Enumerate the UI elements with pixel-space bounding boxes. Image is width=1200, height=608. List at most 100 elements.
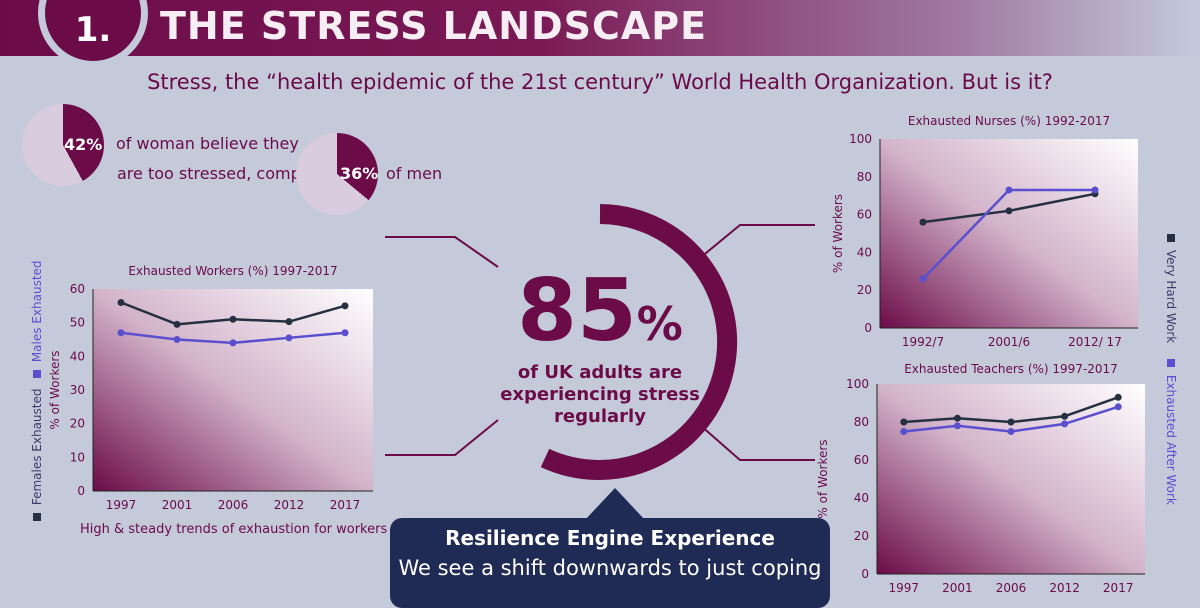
women-pie-icon <box>22 104 104 186</box>
y-tick-label: 100 <box>846 377 869 391</box>
data-point <box>1061 412 1069 420</box>
headline-text: of UK adults are experiencing stress reg… <box>470 362 730 428</box>
x-tick-label: 2017 <box>1103 581 1134 595</box>
legend-swatch-very-hard <box>1167 234 1175 242</box>
x-tick-label: 2001 <box>162 498 193 512</box>
y-tick-label: 40 <box>854 491 869 505</box>
x-tick-label: 2012 <box>274 498 305 512</box>
x-tick-label: 2012/ 17 <box>1068 335 1122 349</box>
data-point <box>1061 420 1069 428</box>
data-point <box>117 298 125 306</box>
data-point <box>1007 428 1015 435</box>
data-point <box>1005 186 1013 194</box>
data-point <box>285 334 293 342</box>
workers-chart: Exhausted Workers (%) 1997-2017 0 10 20 30 40… <box>48 264 373 512</box>
x-tick-label: 1992/7 <box>902 335 944 349</box>
headline-number: 85% <box>470 268 730 367</box>
data-point <box>229 339 237 347</box>
y-tick-label: 0 <box>864 321 872 335</box>
data-point <box>919 275 927 283</box>
men-percent: 36% <box>340 164 379 183</box>
chart-title: Exhausted Workers (%) 1997-2017 <box>128 264 337 278</box>
y-tick-label: 30 <box>70 383 85 397</box>
men-pie-icon <box>296 133 378 215</box>
data-point <box>341 329 349 337</box>
legend-males: Males Exhausted <box>30 260 44 382</box>
y-tick-label: 80 <box>854 415 869 429</box>
data-point <box>229 315 237 323</box>
headline-unit: % <box>636 297 683 351</box>
legend-swatch-males <box>33 370 41 378</box>
y-tick-label: 10 <box>70 450 85 464</box>
info-box: Resilience Engine Experience We see a sh… <box>390 518 830 608</box>
headline-line2: experiencing stress <box>500 384 700 405</box>
legend-males-label: Males Exhausted <box>30 260 44 363</box>
legend-very-hard: Very Hard Work <box>1164 230 1178 350</box>
data-point <box>1007 418 1015 426</box>
y-axis-label: % of Workers <box>48 350 62 429</box>
x-tick-label: 2001/6 <box>988 335 1030 349</box>
data-point <box>1114 393 1122 401</box>
y-tick-label: 80 <box>857 170 872 184</box>
y-axis-label: % of Workers <box>816 439 830 518</box>
y-tick-label: 40 <box>70 349 85 363</box>
x-tick-label: 1997 <box>106 498 137 512</box>
info-box-pointer <box>585 488 645 520</box>
data-point <box>117 329 125 337</box>
data-point <box>900 418 908 426</box>
chart-title: Exhausted Nurses (%) 1992-2017 <box>908 114 1110 128</box>
y-tick-label: 20 <box>857 283 872 297</box>
legend-females-label: Females Exhausted <box>30 388 44 506</box>
x-tick-label: 2012 <box>1049 581 1080 595</box>
x-tick-label: 1997 <box>889 581 920 595</box>
data-point <box>285 318 293 326</box>
y-tick-label: 50 <box>70 316 85 330</box>
info-box-body: We see a shift downwards to just coping <box>398 556 822 580</box>
plot-area <box>880 139 1138 328</box>
info-box-title: Resilience Engine Experience <box>445 526 775 550</box>
headline-line3: regularly <box>554 406 646 427</box>
y-tick-label: 100 <box>849 132 872 146</box>
x-tick-label: 2017 <box>330 498 361 512</box>
data-point <box>953 422 961 430</box>
y-tick-label: 60 <box>854 453 869 467</box>
subtitle: Stress, the “health epidemic of the 21st… <box>147 70 1053 94</box>
data-point <box>1091 186 1099 194</box>
y-tick-label: 40 <box>857 245 872 259</box>
y-tick-label: 20 <box>854 529 869 543</box>
data-point <box>341 302 349 310</box>
legend-females: Females Exhausted <box>30 389 44 525</box>
data-point <box>173 336 181 343</box>
data-point <box>919 218 927 226</box>
legend-swatch-females <box>33 513 41 521</box>
y-tick-label: 0 <box>861 567 869 581</box>
y-tick-label: 20 <box>70 417 85 431</box>
data-point <box>900 428 908 435</box>
x-tick-label: 2006 <box>218 498 249 512</box>
chart-caption: High & steady trends of exhaustion for w… <box>80 522 388 537</box>
data-point <box>1005 207 1013 215</box>
stress-ring <box>540 204 738 480</box>
y-tick-label: 0 <box>77 484 85 498</box>
women-percent: 42% <box>64 135 103 154</box>
plot-area <box>877 384 1145 574</box>
y-tick-label: 60 <box>857 208 872 222</box>
women-text: of woman believe they <box>116 134 299 153</box>
chart-title: Exhausted Teachers (%) 1997-2017 <box>904 362 1118 376</box>
x-tick-label: 2006 <box>996 581 1027 595</box>
legend-after-work-label: Exhausted After Work <box>1164 374 1178 505</box>
page-title: THE STRESS LANDSCAPE <box>160 4 708 48</box>
data-point <box>173 320 181 328</box>
x-tick-label: 2001 <box>942 581 973 595</box>
header-banner <box>0 0 1200 56</box>
data-point <box>1114 403 1122 411</box>
headline-value: 85 <box>517 261 637 361</box>
nurses-chart: Exhausted Nurses (%) 1992-2017 0 20 40 60 80 1… <box>831 114 1138 349</box>
y-tick-label: 60 <box>70 282 85 296</box>
men-text: of men <box>386 164 443 183</box>
data-point <box>953 414 961 422</box>
y-axis-label: % of Workers <box>831 194 845 273</box>
headline-line1: of UK adults are <box>517 362 683 383</box>
teachers-chart: Exhausted Teachers (%) 1997-2017 0 20 40 60 8… <box>816 362 1145 595</box>
